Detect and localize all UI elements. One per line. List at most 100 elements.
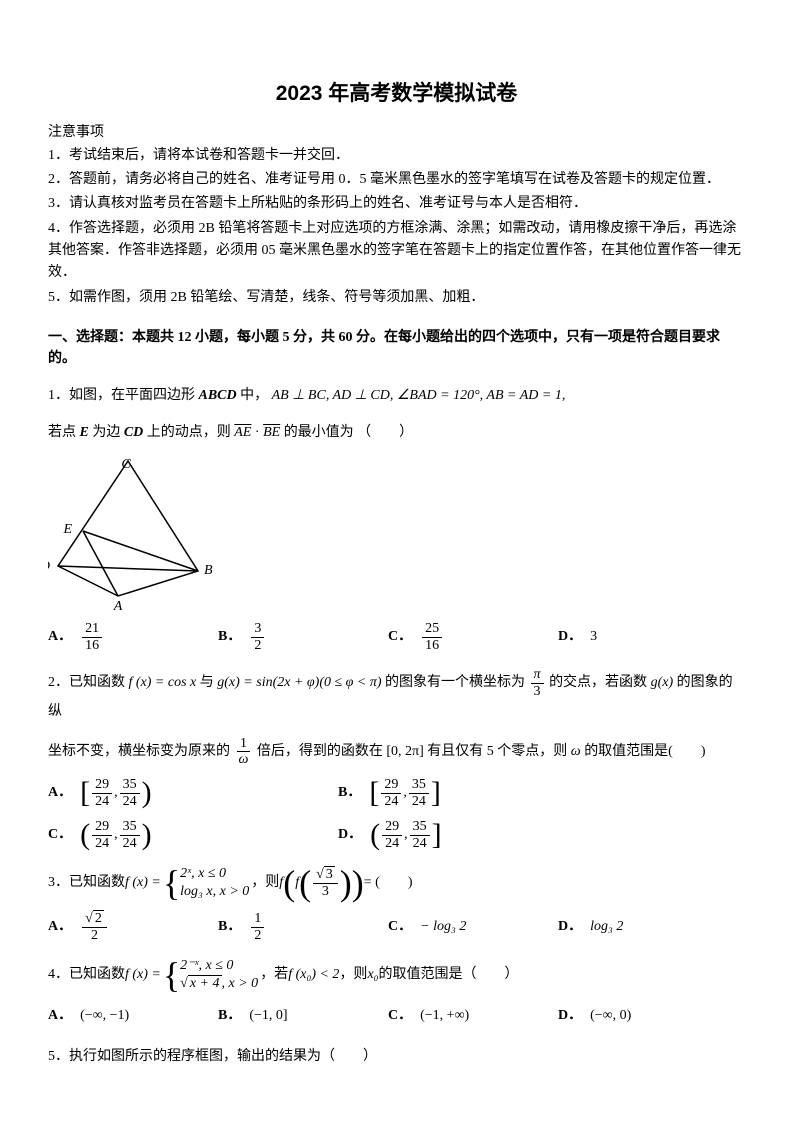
q2-opt-c: C． ( 2924 , 3524 ) <box>48 819 338 851</box>
q4-cases: { 2⁻ˣ, x ≤ 0 √x + 4, x > 0 <box>163 957 258 993</box>
q3-opt-a: A． √2 2 <box>48 911 218 943</box>
q1-opt-b: B． 32 <box>218 621 388 653</box>
q4-mid2: ，则 <box>339 962 367 989</box>
q2-gx: g(x) = sin(2x + φ)(0 ≤ φ < π) <box>217 675 381 690</box>
q4-prefix: 4．已知函数 <box>48 962 125 989</box>
q4-case2-tail: , x > 0 <box>222 976 259 991</box>
q3-a-label: A． <box>48 914 72 941</box>
question-3: 3．已知函数 f (x) = { 2ˣ, x ≤ 0 log₃ x, x > 0… <box>48 865 745 943</box>
q1-vec-be: BE <box>263 425 280 440</box>
q4-c: (−1, +∞) <box>420 1003 469 1030</box>
q3-opt-d: D． log₃ 2 <box>558 911 728 943</box>
q4-x0: x₀ <box>367 962 378 989</box>
q3-prefix: 3．已知函数 <box>48 870 125 897</box>
q4-d: (−∞, 0) <box>590 1003 631 1030</box>
q1-vec-ae: AE <box>234 425 251 440</box>
q1-figure: C D A B E <box>48 456 745 611</box>
q3-cases: { 2ˣ, x ≤ 0 log₃ x, x > 0 <box>163 865 249 901</box>
q1-label-c: C <box>121 457 131 472</box>
q1-d: 3 <box>590 624 597 651</box>
q3-case2: log₃ x, x > 0 <box>180 883 249 901</box>
question-5: 5．执行如图所示的程序框图，输出的结果为（ ） <box>48 1044 745 1071</box>
q2-l2c: 有且仅有 5 个零点，则 <box>424 744 571 759</box>
q1-svg: C D A B E <box>48 456 213 611</box>
notice-4: 4．作答选择题，必须用 2B 铅笔将答题卡上对应选项的方框涂满、涂黑；如需改动，… <box>48 218 745 285</box>
q3-case1: 2ˣ, x ≤ 0 <box>180 865 249 883</box>
q1-math1: AB ⊥ BC, AD ⊥ CD, ∠BAD = 120°, AB = AD =… <box>272 388 566 403</box>
q1-label-e: E <box>62 522 72 537</box>
q1-prefix: 1．如图，在平面四边形 <box>48 388 199 403</box>
q2-options-row2: C． ( 2924 , 3524 ) D． ( 2924 , 3524 ] <box>48 819 745 851</box>
q2-c-bd: 24 <box>120 836 140 851</box>
q2-d-bn: 35 <box>410 819 430 835</box>
q4-b-label: B． <box>218 1003 241 1030</box>
q4-opt-b: B． (−1, 0] <box>218 1003 388 1030</box>
q4-opt-c: C． (−1, +∞) <box>388 1003 558 1030</box>
q1-a-num: 21 <box>82 621 102 637</box>
notice-2: 2．答题前，请务必将自己的姓名、准考证号用 0．5 毫米黑色墨水的签字笔填写在试… <box>48 169 745 191</box>
q2-c-close: ) <box>142 820 152 850</box>
q1-opt-a-label: A． <box>48 624 72 651</box>
q2-a-ad: 24 <box>92 794 112 809</box>
q4-line: 4．已知函数 f (x) = { 2⁻ˣ, x ≤ 0 √x + 4, x > … <box>48 957 745 993</box>
q2-interval: [0, 2π] <box>386 744 423 759</box>
q1-opt-b-label: B． <box>218 624 241 651</box>
notice-1: 1．考试结束后，请将本试卷和答题卡一并交回． <box>48 145 745 167</box>
q3-b-den: 2 <box>251 928 264 943</box>
q2-d-an: 29 <box>382 819 402 835</box>
q2-a-label: A． <box>48 780 72 807</box>
q2-gx2: g(x) <box>651 675 674 690</box>
q1-l2-mid: 为边 <box>89 425 124 440</box>
q1-options: A． 2116 B． 32 C． 2516 D． 3 <box>48 621 745 653</box>
q1-l2-suffix: 的最小值为 （ ） <box>280 425 413 440</box>
q2-a-an: 29 <box>92 777 112 793</box>
q2-a-bn: 35 <box>120 777 140 793</box>
question-4: 4．已知函数 f (x) = { 2⁻ˣ, x ≤ 0 √x + 4, x > … <box>48 957 745 1030</box>
q2-1w-num: 1 <box>237 736 250 752</box>
q2-1w-den: ω <box>236 752 252 767</box>
q2-a-close: ) <box>142 778 152 808</box>
q2-pi3-num: π <box>531 667 544 683</box>
q1-label-a: A <box>113 599 123 611</box>
q2-b-label: B． <box>338 780 361 807</box>
q3-c-label: C． <box>388 914 412 941</box>
q3-mid: ，则 <box>251 870 279 897</box>
question-1: 1．如图，在平面四边形 ABCD 中， AB ⊥ BC, AD ⊥ CD, ∠B… <box>48 383 745 653</box>
q2-l1b: 的图象有一个横坐标为 <box>382 675 529 690</box>
q5-text: 5．执行如图所示的程序框图，输出的结果为（ ） <box>48 1049 377 1064</box>
q2-options-row1: A． [ 2924 , 3524 ) B． [ 2924 , 3524 ] <box>48 777 745 809</box>
q2-c-open: ( <box>80 820 90 850</box>
q3-options: A． √2 2 B． 12 C． − log₃ 2 D． log₃ 2 <box>48 911 745 943</box>
q2-d-label: D． <box>338 822 362 849</box>
q1-a-den: 16 <box>82 638 102 653</box>
q4-case2: √x + 4, x > 0 <box>180 975 258 993</box>
q3-suffix: = ( ) <box>364 870 413 897</box>
q1-opt-d: D． 3 <box>558 621 728 653</box>
notice-label: 注意事项 <box>48 122 745 143</box>
q2-l1c: 的交点，若函数 <box>546 675 651 690</box>
q1-opt-d-label: D． <box>558 624 582 651</box>
q1-dot: · <box>251 425 263 440</box>
q2-yu: 与 <box>196 675 217 690</box>
q2-b-ad: 24 <box>381 794 401 809</box>
q2-d-bd: 24 <box>410 836 430 851</box>
q1-line1: 1．如图，在平面四边形 ABCD 中， AB ⊥ BC, AD ⊥ CD, ∠B… <box>48 383 745 410</box>
q2-d-ad: 24 <box>382 836 402 851</box>
q2-c-label: C． <box>48 822 72 849</box>
q2-line2: 坐标不变，横坐标变为原来的 1ω 倍后，得到的函数在 [0, 2π] 有且仅有 … <box>48 736 745 768</box>
notice-3: 3．请认真核对监考员在答题卡上所粘贴的条形码上的姓名、准考证号与本人是否相符． <box>48 193 745 215</box>
q4-d-label: D． <box>558 1003 582 1030</box>
q3-b-num: 1 <box>251 911 264 927</box>
q2-omega: ω <box>571 744 581 759</box>
q3-a-den: 2 <box>88 928 101 943</box>
q1-b-den: 2 <box>251 638 264 653</box>
page-title: 2023 年高考数学模拟试卷 <box>48 78 745 110</box>
q3-sqrt-den: 3 <box>319 884 332 899</box>
q2-a-open: [ <box>80 778 90 808</box>
q4-opt-a: A． (−∞, −1) <box>48 1003 218 1030</box>
q3-b-label: B． <box>218 914 241 941</box>
q4-case1: 2⁻ˣ, x ≤ 0 <box>180 957 258 975</box>
q2-d-open: ( <box>370 820 380 850</box>
q1-l2-mid2: 上的动点，则 <box>143 425 234 440</box>
q1-cd: CD <box>124 425 143 440</box>
